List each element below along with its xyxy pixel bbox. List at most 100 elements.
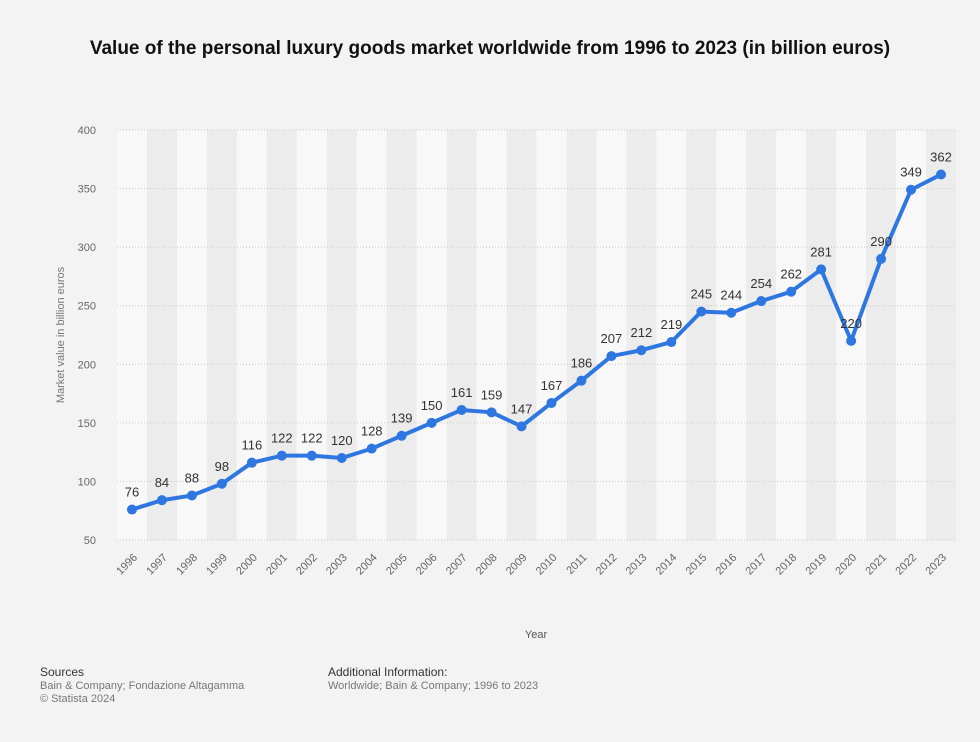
data-label: 220 [840, 316, 862, 331]
column-band [446, 130, 477, 540]
data-label: 262 [780, 267, 802, 282]
data-label: 159 [481, 387, 503, 402]
column-band [806, 130, 837, 540]
data-label: 76 [125, 485, 139, 500]
x-tick-label: 2020 [833, 552, 859, 578]
data-point [246, 457, 257, 468]
x-tick-label: 2010 [534, 552, 560, 578]
data-point [936, 169, 947, 180]
data-point [426, 417, 437, 428]
data-point [336, 453, 347, 463]
data-point [906, 184, 917, 195]
x-axis-label: Year [525, 629, 548, 641]
x-tick-label: 2023 [923, 552, 949, 578]
column-band [686, 130, 717, 540]
x-tick-label: 2006 [414, 552, 440, 578]
data-point [126, 504, 137, 515]
data-point [576, 375, 587, 386]
data-point [186, 490, 197, 501]
y-tick-label: 200 [78, 359, 96, 371]
x-tick-label: 2018 [774, 552, 800, 578]
x-tick-label: 2017 [744, 552, 770, 578]
data-label: 128 [361, 424, 383, 439]
sources-heading: Sources [40, 665, 85, 679]
data-point [456, 404, 467, 415]
sources-text: Bain & Company; Fondazione Altagamma [40, 680, 245, 692]
data-point [516, 421, 527, 432]
x-tick-label: 2000 [234, 552, 260, 578]
column-band [716, 130, 747, 540]
data-point [156, 495, 167, 506]
data-point [216, 478, 227, 489]
column-band [776, 130, 807, 540]
x-tick-label: 2015 [684, 552, 710, 578]
chart-title: Value of the personal luxury goods marke… [89, 38, 891, 59]
column-band [626, 130, 657, 540]
x-tick-label: 2002 [294, 552, 320, 578]
x-tick-label: 2003 [324, 552, 350, 578]
data-label: 161 [451, 385, 473, 400]
column-band [326, 130, 357, 540]
data-label: 281 [810, 244, 832, 259]
x-tick-label: 2009 [504, 552, 530, 578]
data-label: 362 [930, 150, 952, 165]
x-tick-label: 1999 [204, 552, 230, 578]
column-band [117, 130, 147, 540]
data-label: 254 [750, 276, 772, 291]
data-label: 88 [185, 470, 199, 485]
data-point [486, 407, 497, 418]
data-point [666, 337, 677, 348]
column-band [266, 130, 297, 540]
column-band [296, 130, 327, 540]
x-tick-label: 2012 [594, 552, 620, 578]
data-label: 147 [511, 401, 533, 416]
copyright-text: © Statista 2024 [40, 693, 116, 705]
data-point [846, 335, 857, 346]
sources-section: Sources Bain & Company; Fondazione Altag… [40, 665, 244, 706]
column-band [926, 130, 956, 540]
column-band [836, 130, 867, 540]
data-label: 212 [631, 325, 653, 340]
y-tick-label: 300 [78, 242, 96, 254]
x-tick-label: 1996 [114, 552, 140, 578]
additional-info-heading: Additional Information: [328, 665, 448, 679]
data-label: 349 [900, 165, 922, 180]
column-band [536, 130, 567, 540]
additional-info-text: Worldwide; Bain & Company; 1996 to 2023 [328, 680, 539, 692]
additional-info-section: Additional Information: Worldwide; Bain … [328, 665, 538, 693]
x-tick-label: 2021 [863, 552, 889, 578]
column-band [206, 130, 237, 540]
data-point [726, 307, 737, 318]
data-label: 245 [690, 287, 712, 302]
data-label: 120 [331, 433, 353, 448]
data-point [276, 450, 287, 461]
x-tick-label: 2014 [654, 552, 680, 578]
x-tick-label: 2004 [354, 552, 380, 578]
data-point [816, 264, 827, 275]
data-point [636, 345, 647, 356]
x-tick-label: 2011 [564, 552, 589, 577]
column-band [566, 130, 597, 540]
column-band [146, 130, 177, 540]
data-label: 290 [870, 234, 892, 249]
data-point [786, 286, 797, 297]
data-point [756, 296, 767, 307]
data-point [396, 430, 407, 441]
column-band [896, 130, 927, 540]
x-tick-label: 2008 [474, 552, 500, 578]
data-point [876, 253, 887, 264]
x-tick-label: 2016 [714, 552, 740, 578]
column-band [356, 130, 387, 540]
data-label: 122 [271, 431, 293, 446]
y-tick-label: 350 [78, 184, 96, 196]
column-band [386, 130, 417, 540]
data-label: 139 [391, 411, 413, 426]
column-band [656, 130, 687, 540]
column-band [506, 130, 537, 540]
data-label: 167 [541, 378, 563, 393]
data-label: 84 [155, 475, 169, 490]
column-band [416, 130, 447, 540]
column-band [596, 130, 627, 540]
data-point [696, 306, 707, 317]
